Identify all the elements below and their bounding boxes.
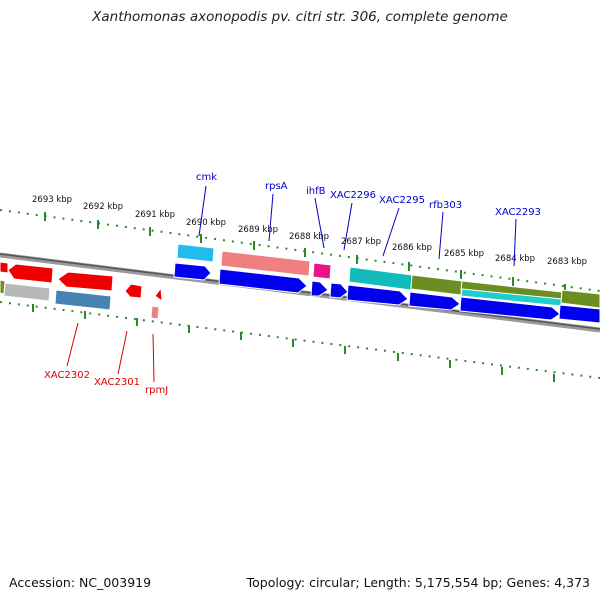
- kbp-label: 2688 kbp: [289, 232, 329, 242]
- kbp-label: 2692 kbp: [83, 202, 123, 212]
- kbp-label: 2689 kbp: [238, 225, 278, 235]
- gene-feature-XAC2296[interactable]: [348, 266, 413, 291]
- gene-label-rpsA[interactable]: rpsA: [265, 181, 288, 192]
- genome-summary: Topology: circular; Length: 5,175,554 bp…: [246, 575, 590, 590]
- gene-feature-rpmJ[interactable]: [150, 305, 160, 320]
- accession-label: Accession: NC_003919: [9, 575, 152, 590]
- gene-feature-reverse[interactable]: [124, 283, 143, 299]
- kbp-label: 2683 kbp: [547, 257, 587, 267]
- gene-feature-reverse[interactable]: [0, 261, 9, 274]
- gene-label-XAC2301[interactable]: XAC2301: [94, 377, 140, 388]
- gene-label-XAC2293[interactable]: XAC2293: [495, 207, 541, 218]
- gene-label-rfb303[interactable]: rfb303: [429, 200, 462, 211]
- genome-backbone: [0, 252, 600, 333]
- kbp-label: 2690 kbp: [186, 218, 226, 228]
- gene-label-XAC2302[interactable]: XAC2302: [44, 370, 90, 381]
- gene-feature-reverse[interactable]: [7, 263, 54, 284]
- gene-feature-reverse[interactable]: [154, 286, 163, 303]
- kbp-label: 2686 kbp: [392, 243, 432, 253]
- kbp-label: 2685 kbp: [444, 249, 484, 259]
- gene-feature-ihfB[interactable]: [312, 262, 332, 280]
- gene-feature-misc[interactable]: [560, 289, 600, 309]
- gene-label-XAC2295[interactable]: XAC2295: [379, 195, 425, 206]
- cds-forward[interactable]: [218, 268, 308, 294]
- gene-feature-grey[interactable]: [3, 282, 51, 302]
- gene-feature-steel[interactable]: [54, 289, 112, 311]
- gene-feature-reverse[interactable]: [57, 271, 114, 292]
- cds-forward[interactable]: [558, 304, 600, 324]
- gene-label-ihfB[interactable]: ihfB: [306, 186, 326, 197]
- gene-label-rpmJ[interactable]: rpmJ: [145, 385, 168, 396]
- cds-forward[interactable]: [310, 280, 329, 297]
- cds-forward[interactable]: [329, 282, 349, 299]
- gene-label-XAC2296[interactable]: XAC2296: [330, 190, 376, 201]
- kbp-label: 2693 kbp: [32, 195, 72, 205]
- kbp-label: 2691 kbp: [135, 210, 175, 220]
- kbp-label: 2684 kbp: [495, 254, 535, 264]
- inner-ruler: [0, 301, 600, 379]
- kbp-label: 2687 kbp: [341, 237, 381, 247]
- gene-feature-XAC2295[interactable]: [410, 274, 463, 296]
- gene-feature-rpsA[interactable]: [220, 250, 311, 277]
- reverse-leader-lines: [66, 322, 155, 383]
- cds-forward[interactable]: [173, 262, 212, 281]
- gene-label-cmk[interactable]: cmk: [196, 172, 217, 183]
- genome-title: Xanthomonas axonopodis pv. citri str. 30…: [92, 9, 508, 25]
- gene-feature-cmk[interactable]: [176, 243, 215, 263]
- cds-forward[interactable]: [346, 284, 409, 306]
- cds-forward[interactable]: [459, 296, 561, 321]
- forward-leader-lines: [198, 185, 517, 267]
- cds-forward[interactable]: [408, 291, 461, 311]
- outer-ruler: [0, 209, 600, 292]
